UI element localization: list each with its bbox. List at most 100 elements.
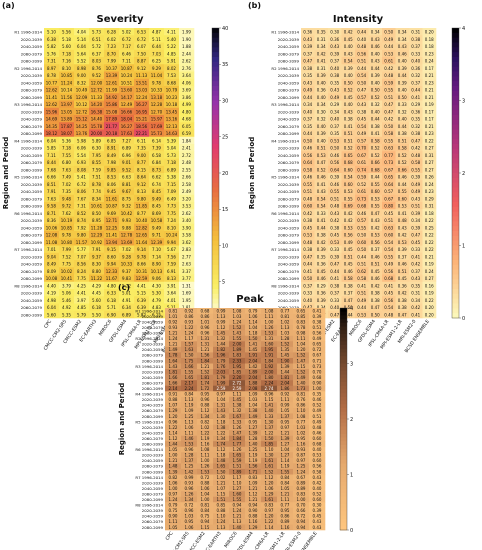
cell-value: 0.31: [317, 37, 326, 42]
colorbar-step: [212, 250, 219, 256]
heatmap-cell: [59, 71, 75, 80]
heatmap-cell: [314, 180, 329, 188]
cell-value: 1.40: [249, 442, 258, 447]
cell-value: 1.65: [185, 375, 194, 380]
cell-value: 7.50: [137, 51, 146, 56]
heatmap-cell: [44, 151, 60, 159]
cell-value: 1.01: [201, 319, 210, 324]
cell-value: 0.44: [357, 30, 366, 35]
heatmap-cell: [293, 513, 310, 520]
heatmap-cell: [229, 357, 246, 364]
heatmap-cell: [104, 71, 120, 80]
heatmap-cell: [368, 216, 383, 225]
cell-value: 1.67: [233, 414, 242, 419]
heatmap-cell: [104, 173, 120, 181]
cell-value: 7.91: [47, 189, 56, 194]
heatmap-cell: [149, 93, 165, 101]
cell-value: 0.41: [357, 283, 366, 288]
colorbar-step: [340, 393, 347, 398]
heatmap-cell: [179, 281, 195, 290]
cell-value: 1.33: [233, 419, 242, 424]
cell-value: 1.21: [249, 497, 258, 502]
heatmap-cell: [341, 129, 356, 138]
panel-label: (b): [248, 1, 261, 10]
cell-value: 1.61: [265, 458, 274, 463]
cell-value: 9.14: [137, 247, 146, 252]
cell-value: 0.94: [249, 503, 258, 508]
heatmap-cell: [229, 435, 246, 442]
cell-value: 8.03: [92, 59, 101, 64]
heatmap-cell: [44, 49, 60, 58]
cell-value: 0.55: [344, 196, 353, 201]
heatmap-cell: [314, 187, 329, 196]
heatmap-cell: [355, 194, 369, 203]
cell-value: 8.55: [92, 160, 101, 165]
cell-value: 0.39: [330, 51, 339, 56]
cell-value: 0.44: [411, 88, 420, 93]
heatmap-cell: [149, 28, 165, 36]
row-label: 2040-2059: [21, 298, 43, 303]
row-label: 2080-2099: [21, 240, 43, 245]
heatmap-cell: [422, 216, 437, 225]
cell-value: 0.43: [371, 59, 380, 64]
heatmap-cell: [309, 402, 326, 409]
cell-value: 0.94: [201, 519, 210, 524]
cell-value: 7.18: [62, 51, 71, 56]
heatmap-cell: [165, 485, 182, 492]
cell-value: 1.12: [249, 491, 258, 496]
heatmap-cell: [164, 252, 180, 261]
cell-value: 1.10: [233, 480, 242, 485]
cell-value: 1.07: [169, 403, 178, 408]
colorbar-step: [212, 42, 219, 48]
heatmap-cell: [149, 216, 165, 225]
heatmap-cell: [355, 260, 369, 268]
cell-value: 0.51: [384, 218, 393, 223]
cell-value: 0.90: [313, 380, 322, 385]
cell-value: 0.35: [330, 131, 339, 136]
heatmap-cell: [409, 209, 423, 217]
cell-value: 12.08: [46, 233, 58, 238]
heatmap-cell: [59, 122, 75, 130]
heatmap-cell: [74, 281, 90, 290]
cell-value: 0.47: [371, 211, 380, 216]
heatmap-cell: [229, 341, 246, 348]
heatmap-cell: [229, 324, 246, 331]
cell-value: 0.18: [425, 37, 434, 42]
heatmap-cell: [59, 78, 75, 87]
cell-value: 5.64: [77, 51, 86, 56]
heatmap-cell: [328, 303, 342, 312]
cell-value: 8.36: [47, 218, 56, 223]
heatmap-cell: [164, 100, 180, 109]
cell-value: 0.38: [313, 319, 322, 324]
heatmap-cell: [149, 42, 165, 51]
row-label: 2040-2059: [278, 80, 300, 85]
heatmap-cell: [368, 310, 383, 319]
cell-value: 0.38: [303, 247, 312, 252]
row-label: R2 1996-2014: [14, 66, 42, 71]
colorbar-step: [340, 385, 347, 390]
colorbar-step: [212, 148, 219, 155]
cell-value: 1.03: [185, 514, 194, 519]
heatmap-cell: [409, 296, 423, 304]
cell-value: 6.33: [107, 291, 116, 296]
heatmap-cell: [74, 252, 90, 261]
cell-value: 6.44: [152, 44, 161, 49]
heatmap-cell: [229, 485, 246, 492]
chart-title: Severity: [97, 14, 144, 25]
heatmap-cell: [368, 57, 383, 65]
row-label: 2080-2099: [278, 276, 300, 281]
cell-value: 0.56: [303, 153, 312, 158]
cell-value: 10.31: [136, 269, 148, 274]
heatmap-cell: [44, 115, 60, 123]
heatmap-cell: [382, 28, 396, 36]
cell-value: 1.16: [249, 519, 258, 524]
colorbar-tick-label: 4: [350, 306, 353, 312]
heatmap-cell: [422, 303, 437, 312]
heatmap-cell: [119, 122, 135, 130]
cell-value: 0.51: [398, 269, 407, 274]
row-label: R2 1996-2014: [271, 66, 299, 71]
heatmap-cell: [181, 468, 198, 475]
colorbar-step: [452, 289, 459, 295]
heatmap-cell: [164, 216, 180, 225]
heatmap-cell: [301, 303, 315, 312]
